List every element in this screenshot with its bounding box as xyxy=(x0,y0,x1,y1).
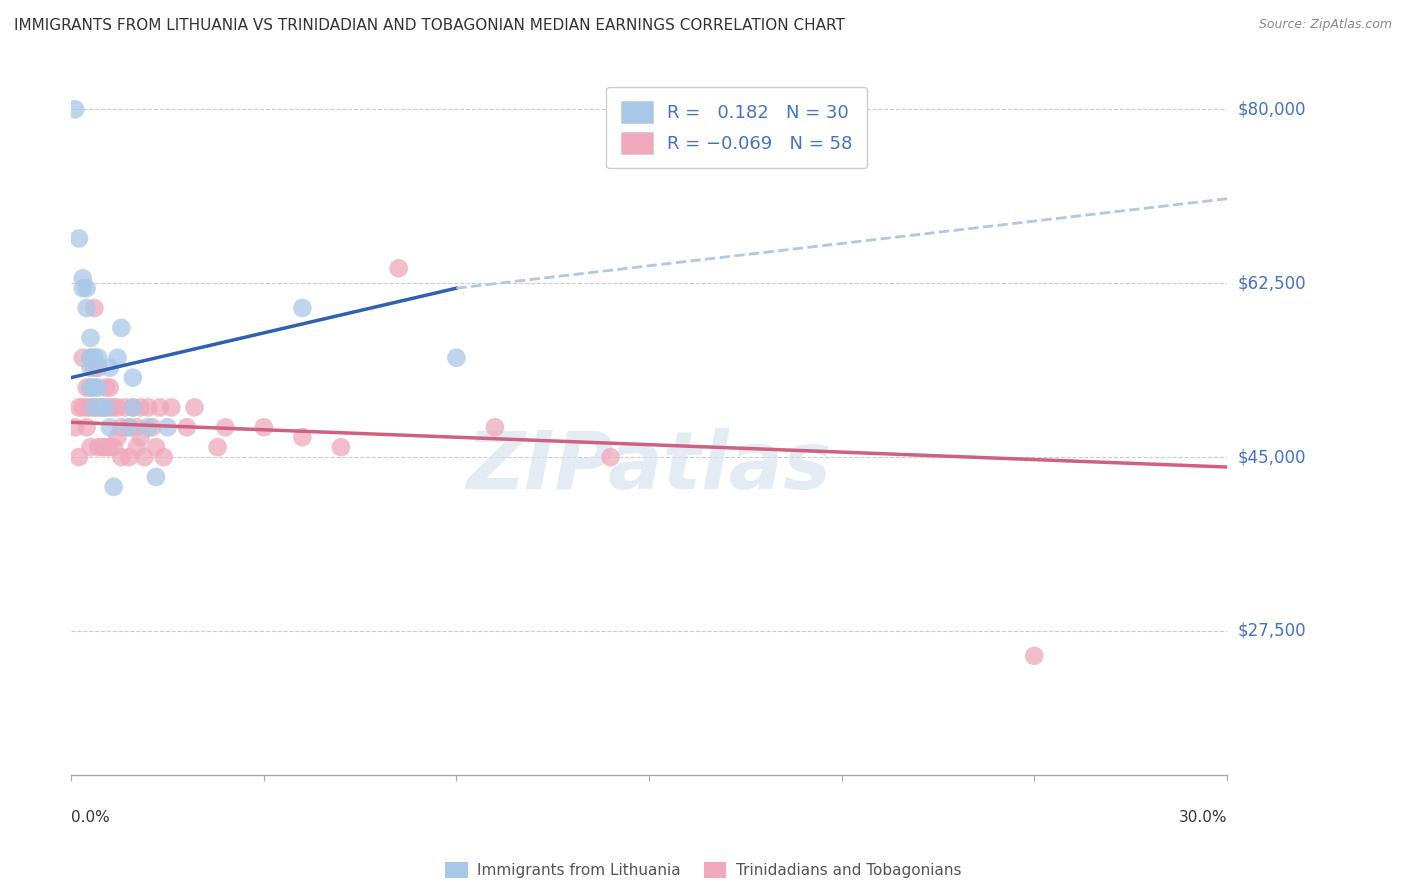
Point xyxy=(118,420,141,434)
Point xyxy=(110,321,132,335)
Point xyxy=(76,380,98,394)
Point xyxy=(214,420,236,434)
Point xyxy=(87,360,110,375)
Point xyxy=(87,440,110,454)
Point xyxy=(76,401,98,415)
Point xyxy=(79,351,101,365)
Point xyxy=(63,103,86,117)
Point xyxy=(484,420,506,434)
Point xyxy=(76,281,98,295)
Text: IMMIGRANTS FROM LITHUANIA VS TRINIDADIAN AND TOBAGONIAN MEDIAN EARNINGS CORRELAT: IMMIGRANTS FROM LITHUANIA VS TRINIDADIAN… xyxy=(14,18,845,33)
Point xyxy=(156,420,179,434)
Point xyxy=(83,380,105,394)
Point xyxy=(83,401,105,415)
Point xyxy=(134,450,156,464)
Point xyxy=(72,401,94,415)
Point xyxy=(83,301,105,315)
Point xyxy=(103,401,125,415)
Text: Source: ZipAtlas.com: Source: ZipAtlas.com xyxy=(1258,18,1392,31)
Point xyxy=(145,470,167,484)
Point xyxy=(79,440,101,454)
Point xyxy=(107,430,129,444)
Point xyxy=(183,401,205,415)
Text: 30.0%: 30.0% xyxy=(1178,810,1227,825)
Point xyxy=(110,450,132,464)
Text: ZIPatlas: ZIPatlas xyxy=(467,428,831,507)
Point xyxy=(253,420,276,434)
Point xyxy=(129,401,152,415)
Legend: R =   0.182   N = 30, R = −0.069   N = 58: R = 0.182 N = 30, R = −0.069 N = 58 xyxy=(606,87,868,169)
Point xyxy=(63,420,86,434)
Point xyxy=(107,401,129,415)
Point xyxy=(1024,648,1046,663)
Point xyxy=(79,351,101,365)
Point xyxy=(76,420,98,434)
Point xyxy=(136,420,159,434)
Point xyxy=(87,401,110,415)
Point xyxy=(94,440,117,454)
Point xyxy=(141,420,163,434)
Point xyxy=(91,440,114,454)
Point xyxy=(79,380,101,394)
Point xyxy=(98,420,121,434)
Text: $62,500: $62,500 xyxy=(1239,274,1306,293)
Point xyxy=(152,450,174,464)
Point xyxy=(91,401,114,415)
Point xyxy=(87,380,110,394)
Point xyxy=(207,440,229,454)
Point xyxy=(67,450,90,464)
Point xyxy=(94,401,117,415)
Point xyxy=(388,261,411,276)
Point xyxy=(118,420,141,434)
Point xyxy=(79,360,101,375)
Point xyxy=(446,351,468,365)
Point xyxy=(83,351,105,365)
Point xyxy=(79,331,101,345)
Point xyxy=(87,351,110,365)
Point xyxy=(176,420,198,434)
Text: $80,000: $80,000 xyxy=(1239,100,1306,119)
Point xyxy=(98,401,121,415)
Point xyxy=(67,401,90,415)
Point xyxy=(94,401,117,415)
Point xyxy=(329,440,352,454)
Point xyxy=(103,480,125,494)
Point xyxy=(122,401,145,415)
Point xyxy=(122,370,145,384)
Point xyxy=(149,401,172,415)
Point xyxy=(72,351,94,365)
Text: $27,500: $27,500 xyxy=(1239,622,1306,640)
Point xyxy=(72,271,94,285)
Point xyxy=(98,360,121,375)
Point xyxy=(83,401,105,415)
Point xyxy=(67,231,90,245)
Text: $45,000: $45,000 xyxy=(1239,448,1306,467)
Point xyxy=(599,450,621,464)
Point xyxy=(122,401,145,415)
Point xyxy=(125,420,148,434)
Point xyxy=(83,360,105,375)
Point xyxy=(145,440,167,454)
Point xyxy=(79,401,101,415)
Point xyxy=(129,430,152,444)
Point xyxy=(291,301,314,315)
Point xyxy=(118,450,141,464)
Text: 0.0%: 0.0% xyxy=(72,810,110,825)
Point xyxy=(107,351,129,365)
Point xyxy=(160,401,183,415)
Point xyxy=(91,401,114,415)
Point xyxy=(79,380,101,394)
Point xyxy=(98,440,121,454)
Point xyxy=(136,401,159,415)
Point xyxy=(72,281,94,295)
Point xyxy=(103,440,125,454)
Point xyxy=(98,380,121,394)
Point xyxy=(125,440,148,454)
Point xyxy=(114,401,136,415)
Point xyxy=(291,430,314,444)
Legend: Immigrants from Lithuania, Trinidadians and Tobagonians: Immigrants from Lithuania, Trinidadians … xyxy=(439,856,967,884)
Point xyxy=(94,380,117,394)
Point xyxy=(110,420,132,434)
Point xyxy=(76,301,98,315)
